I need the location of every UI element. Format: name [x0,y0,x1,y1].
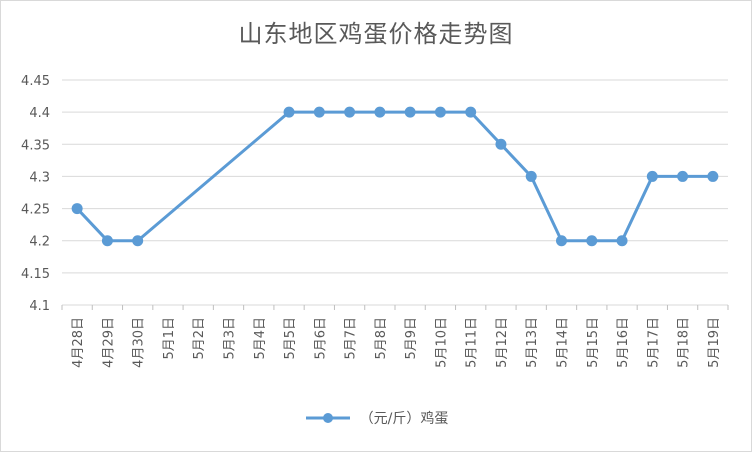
data-point [556,235,567,247]
x-tick-label: 4月28日 [71,317,86,368]
x-tick-label: 5月5日 [283,317,298,360]
x-tick-label: 5月1日 [162,317,177,360]
legend-marker-icon [305,413,350,423]
series-line [76,110,713,243]
x-tick-label: 5月17日 [646,317,661,368]
data-point [677,170,689,182]
y-tick-label: 4.4 [29,106,50,121]
y-tick-label: 4.45 [21,74,50,89]
x-tick-label: 5月12日 [495,317,510,368]
data-point [525,170,537,182]
x-tick-label: 5月10日 [434,317,449,368]
x-tick-label: 5月3日 [223,317,238,360]
x-tick-label: 5月9日 [404,317,419,360]
data-point [646,170,658,182]
data-point [434,106,446,118]
y-tick-label: 4.3 [29,170,50,185]
data-point [616,235,628,247]
y-tick-label: 4.1 [29,299,50,314]
data-point [283,106,295,118]
data-point [313,106,325,118]
x-tick-label: 4月29日 [101,317,116,368]
x-tick-label: 5月16日 [616,317,631,368]
x-tick-label: 4月30日 [132,317,147,368]
x-tick-label: 5月14日 [556,317,571,368]
y-tick-label: 4.35 [21,138,50,153]
data-point [495,138,507,150]
y-tick-label: 4.25 [21,203,50,218]
x-tick-label: 5月13日 [525,317,540,368]
data-point [344,106,356,118]
data-point [71,203,83,215]
data-point [374,106,386,118]
x-tick-label: 5月7日 [344,317,359,360]
data-point [132,235,144,247]
y-tick-label: 4.15 [21,267,50,282]
x-tick-label: 5月8日 [374,317,389,360]
data-point [404,106,416,118]
legend-label: （元/斤）鸡蛋 [359,411,449,427]
x-tick-label: 5月2日 [192,317,207,360]
y-tick-label: 4.2 [29,235,50,250]
data-point [707,170,719,182]
legend: （元/斤）鸡蛋 [0,408,752,428]
data-point [101,235,113,247]
x-tick-label: 5月11日 [465,317,480,368]
x-tick-label: 5月18日 [677,317,692,368]
chart-title: 山东地区鸡蛋价格走势图 [238,20,514,48]
data-point [465,106,477,118]
x-tick-label: 5月19日 [707,317,722,368]
x-tick-label: 5月4日 [253,317,268,360]
x-tick-label: 5月6日 [313,317,328,360]
data-point [586,235,598,247]
x-tick-label: 5月15日 [586,317,601,368]
